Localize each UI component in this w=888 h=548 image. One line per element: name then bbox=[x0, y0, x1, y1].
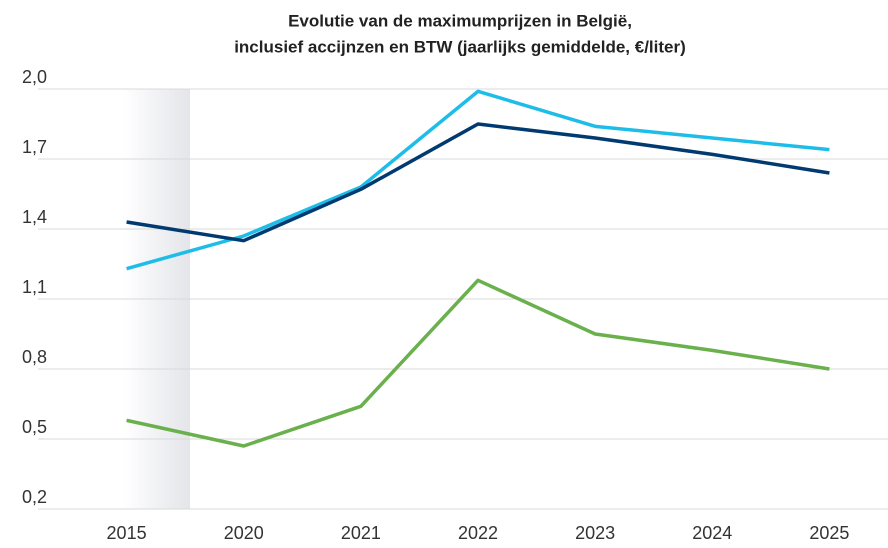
series-line bbox=[126, 278, 830, 448]
x-tick-label: 2025 bbox=[809, 523, 849, 543]
chart-title: Evolutie van de maximumprijzen in België… bbox=[288, 11, 632, 30]
x-tick-label: 2024 bbox=[692, 523, 732, 543]
y-tick-label: 1,4 bbox=[22, 207, 47, 227]
y-tick-label: 0,8 bbox=[22, 347, 47, 367]
y-tick-label: 0,2 bbox=[22, 487, 47, 507]
y-tick-label: 2,0 bbox=[22, 67, 47, 87]
series-line bbox=[126, 122, 830, 243]
x-tick-label: 2023 bbox=[575, 523, 615, 543]
series-line bbox=[126, 89, 830, 271]
y-tick-label: 0,5 bbox=[22, 417, 47, 437]
x-tick-label: 2015 bbox=[107, 523, 147, 543]
x-tick-label: 2021 bbox=[341, 523, 381, 543]
x-tick-label: 2022 bbox=[458, 523, 498, 543]
y-tick-label: 1,1 bbox=[22, 277, 47, 297]
x-tick-label: 2020 bbox=[224, 523, 264, 543]
y-tick-label: 1,7 bbox=[22, 137, 47, 157]
chart-title: inclusief accijnzen en BTW (jaarlijks ge… bbox=[234, 37, 686, 56]
